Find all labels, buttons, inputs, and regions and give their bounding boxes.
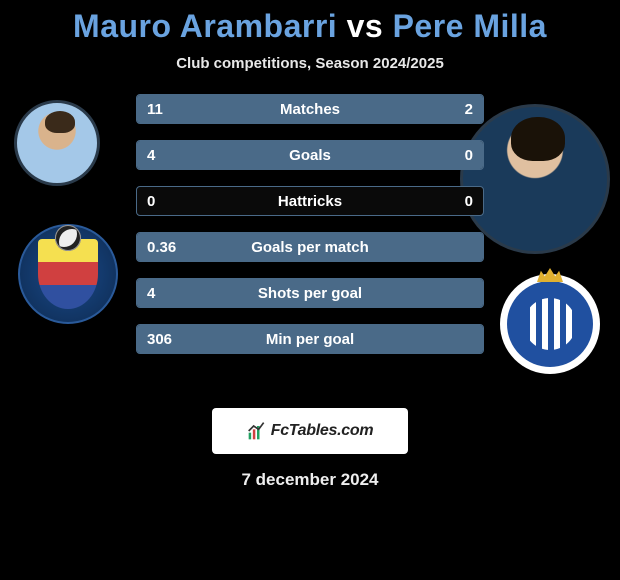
subtitle: Club competitions, Season 2024/2025 (0, 55, 620, 72)
stat-value-right: 2 (465, 95, 473, 123)
brand-text: FcTables.com (271, 422, 374, 440)
player1-avatar (14, 100, 100, 186)
comparison-panel: 11 Matches 2 4 Goals 0 0 Hattricks 0 0.3… (0, 94, 620, 394)
stat-label: Shots per goal (137, 279, 483, 307)
stat-row: 306 Min per goal (136, 324, 484, 354)
stat-row: 4 Shots per goal (136, 278, 484, 308)
date-text: 7 december 2024 (0, 470, 620, 490)
stat-value-right: 0 (465, 187, 473, 215)
player1-name: Mauro Arambarri (73, 8, 337, 44)
stat-row: 11 Matches 2 (136, 94, 484, 124)
stat-value-right: 0 (465, 141, 473, 169)
comparison-title: Mauro Arambarri vs Pere Milla (0, 0, 620, 45)
stat-row: 0.36 Goals per match (136, 232, 484, 262)
stat-label: Goals (137, 141, 483, 169)
chart-icon (247, 421, 267, 441)
stat-label: Matches (137, 95, 483, 123)
stat-row: 4 Goals 0 (136, 140, 484, 170)
brand-badge: FcTables.com (212, 408, 408, 454)
vs-text: vs (347, 8, 384, 44)
player1-club-logo (18, 224, 118, 324)
stat-label: Hattricks (137, 187, 483, 215)
player2-name: Pere Milla (393, 8, 547, 44)
stat-label: Min per goal (137, 325, 483, 353)
stat-label: Goals per match (137, 233, 483, 261)
player2-club-logo (500, 274, 600, 374)
stat-bars: 11 Matches 2 4 Goals 0 0 Hattricks 0 0.3… (136, 94, 484, 370)
stat-row: 0 Hattricks 0 (136, 186, 484, 216)
